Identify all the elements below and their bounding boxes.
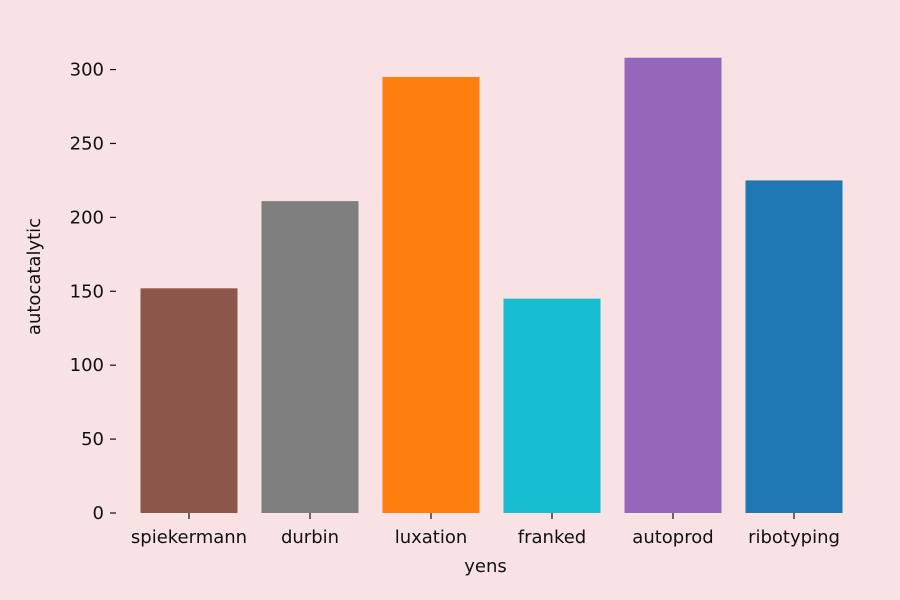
y-tick-label: 50 bbox=[81, 429, 104, 450]
x-axis-label: yens bbox=[464, 556, 507, 577]
x-tick-label: autoprod bbox=[632, 527, 713, 548]
y-tick-label: 200 bbox=[70, 207, 104, 228]
x-tick-label: franked bbox=[518, 527, 586, 548]
y-tick-label: 250 bbox=[70, 133, 104, 154]
y-axis: 0 50 100 150 200 250 300 bbox=[70, 60, 116, 524]
x-tick-label: spiekermann bbox=[131, 527, 247, 548]
bars-group bbox=[140, 57, 843, 514]
y-tick-label: 100 bbox=[70, 355, 104, 376]
y-axis-label: autocatalytic bbox=[24, 218, 45, 335]
y-tick-label: 150 bbox=[70, 281, 104, 302]
x-tick-label: ribotyping bbox=[748, 527, 840, 548]
x-axis: spiekermann durbin luxation franked autoprod… bbox=[131, 513, 840, 548]
y-tick-label: 0 bbox=[93, 503, 104, 524]
x-tick-label: luxation bbox=[395, 527, 468, 548]
bar-ribotyping bbox=[745, 180, 843, 514]
x-tick-label: durbin bbox=[281, 527, 339, 548]
bar-durbin bbox=[261, 201, 359, 513]
bar-luxation bbox=[382, 76, 480, 513]
bar-spiekermann bbox=[140, 288, 238, 513]
y-tick-label: 300 bbox=[70, 60, 104, 81]
bar-franked bbox=[503, 298, 601, 513]
bar-autoprod bbox=[624, 57, 722, 514]
